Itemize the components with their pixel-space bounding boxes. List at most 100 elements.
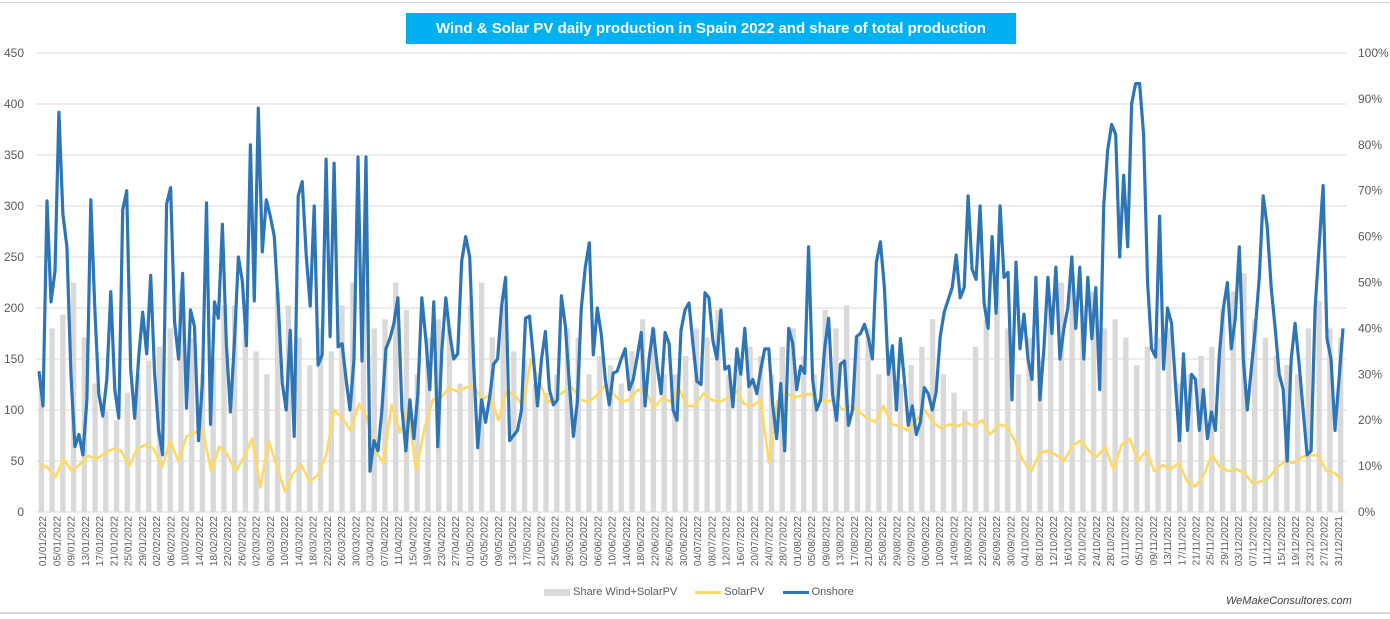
share-bar	[1241, 273, 1247, 512]
share-bar	[360, 291, 367, 512]
series-line-onshore	[37, 81, 1345, 473]
share-bar	[876, 374, 882, 512]
share-bar	[1327, 328, 1333, 512]
share-bar	[371, 328, 377, 512]
share-bar	[693, 328, 700, 512]
x-tick-label: 25/08/2022	[878, 516, 889, 566]
x-tick-label: 10/02/2022	[181, 516, 192, 566]
share-bar	[972, 346, 979, 512]
share-bar	[597, 355, 603, 512]
share-bar	[178, 291, 184, 512]
y-right-tick-label: 0%	[1358, 505, 1376, 519]
x-tick-label: 23/12/2022	[1305, 516, 1316, 566]
share-bar	[414, 374, 420, 512]
share-bar	[951, 392, 957, 512]
share-bar	[1273, 355, 1279, 512]
x-tick-label: 09/01/2022	[67, 516, 78, 566]
y-right-tick-label: 30%	[1358, 367, 1382, 381]
x-tick-label: 20/07/2022	[750, 516, 761, 566]
chart-frame-bottom-border	[0, 612, 1390, 614]
x-tick-label: 21/08/2022	[864, 516, 875, 566]
x-tick-label: 02/03/2022	[252, 516, 263, 566]
x-tick-label: 27/12/2022	[1320, 516, 1331, 566]
y-right-tick-label: 10%	[1358, 459, 1382, 473]
share-bar	[1026, 337, 1032, 512]
legend-swatch-solarpv	[695, 590, 722, 594]
x-tick-label: 03/04/2022	[366, 516, 377, 566]
x-tick-label: 24/10/2022	[1092, 516, 1103, 566]
share-bar	[1166, 328, 1172, 512]
x-tick-label: 01/01/2022	[38, 516, 49, 566]
share-bar	[736, 365, 743, 512]
share-bar	[521, 360, 528, 512]
x-tick-label: 03/12/2022	[1234, 516, 1245, 566]
y-right-tick-label: 40%	[1358, 321, 1382, 335]
x-tick-label: 04/10/2022	[1021, 516, 1032, 566]
share-bar	[940, 374, 947, 512]
x-tick-label: 17/08/2022	[850, 516, 861, 566]
x-tick-label: 09/05/2022	[494, 516, 505, 566]
x-tick-label: 02/06/2022	[579, 516, 590, 566]
share-bar	[682, 355, 689, 512]
legend-label-solarpv: SolarPV	[724, 586, 765, 598]
share-bar	[929, 319, 936, 512]
share-bar	[1069, 273, 1075, 512]
share-bar	[1123, 337, 1129, 512]
y-left-tick-label: 400	[4, 97, 24, 111]
share-bar	[1112, 319, 1118, 512]
y-right-tick-label: 20%	[1358, 413, 1382, 427]
x-tick-label: 24/07/2022	[764, 516, 775, 566]
share-bar	[146, 360, 152, 512]
x-tick-label: 01/05/2022	[465, 516, 476, 566]
x-tick-label: 10/09/2022	[935, 516, 946, 566]
legend-item-solarpv[interactable]: SolarPV	[695, 586, 765, 598]
share-bar	[715, 310, 721, 512]
legend-item-share[interactable]: Share Wind+SolarPV	[544, 586, 677, 598]
x-tick-label: 18/03/2022	[309, 516, 320, 566]
share-bar	[650, 328, 657, 512]
share-bar	[886, 351, 893, 512]
share-bar	[822, 310, 828, 512]
chart-frame-top-border	[0, 2, 1390, 3]
share-bar	[382, 319, 388, 512]
share-bar	[113, 420, 120, 512]
x-tick-label: 02/09/2022	[907, 516, 918, 566]
x-tick-label: 22/03/2022	[323, 516, 334, 566]
x-tick-label: 28/10/2022	[1106, 516, 1117, 566]
share-bar	[1230, 291, 1236, 512]
y-left-tick-label: 50	[11, 454, 25, 468]
x-tick-label: 30/03/2022	[351, 516, 362, 566]
x-tick-label: 21/05/2022	[536, 516, 547, 566]
y-right-tick-label: 90%	[1358, 92, 1382, 106]
share-bar	[865, 328, 871, 512]
x-tick-label: 23/04/2022	[437, 516, 448, 566]
y-right-tick-label: 60%	[1358, 230, 1382, 244]
share-bar	[167, 328, 173, 512]
x-tick-label: 12/07/2022	[722, 516, 733, 566]
share-bar	[1305, 328, 1312, 512]
x-tick-label: 29/11/2022	[1220, 516, 1231, 566]
share-bar	[60, 314, 66, 512]
share-bar	[704, 337, 710, 512]
share-bar	[425, 337, 431, 512]
x-tick-label: 22/02/2022	[223, 516, 234, 566]
x-tick-label: 18/02/2022	[209, 516, 220, 566]
x-tick-label: 27/04/2022	[451, 516, 462, 566]
x-tick-label: 31/12/2021	[1334, 516, 1345, 566]
x-tick-label: 15/04/2022	[408, 516, 419, 566]
share-bar	[983, 319, 989, 512]
share-bar	[38, 374, 45, 512]
share-bar	[296, 337, 302, 512]
y-left-tick-label: 350	[4, 148, 24, 162]
share-bar	[135, 374, 141, 512]
x-tick-label: 04/07/2022	[693, 516, 704, 566]
legend-item-onshore[interactable]: Onshore	[782, 586, 854, 598]
x-tick-label: 13/05/2022	[508, 516, 519, 566]
share-bar	[919, 346, 925, 512]
x-tick-label: 08/10/2022	[1035, 516, 1046, 566]
share-bar	[92, 383, 98, 512]
share-bar	[994, 291, 1000, 512]
x-tick-label: 28/07/2022	[779, 516, 790, 566]
share-bar	[532, 383, 538, 512]
